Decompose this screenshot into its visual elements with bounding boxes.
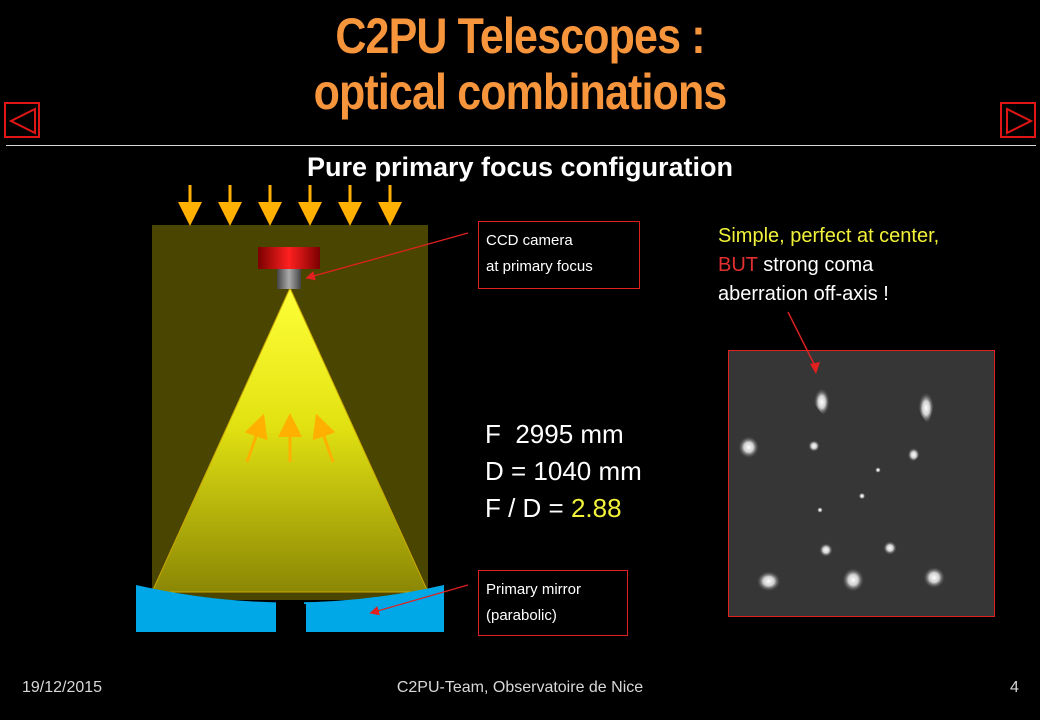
triangle-right-icon (1006, 107, 1033, 135)
footer-credit: C2PU-Team, Observatoire de Nice (396, 679, 644, 696)
title-line-1: C2PU Telescopes : (335, 8, 705, 64)
slide-subtitle: Pure primary focus configuration (306, 152, 734, 182)
ccd-label-line-2: at primary focus (486, 258, 593, 275)
reflected-light-arrows (244, 413, 336, 463)
ccd-label-line-1: CCD camera (486, 232, 573, 249)
note-line-2-rest: strong coma (757, 254, 874, 276)
incoming-light-arrows (178, 185, 402, 226)
optical-parameters: F 2995 mm D = 1040 mm F / D = 2.88 (485, 416, 642, 527)
ccd-camera-body (258, 247, 320, 269)
primary-mirror-label: Primary mirror (parabolic) (478, 570, 628, 636)
footer-date: 19/12/2015 (22, 679, 103, 696)
note-line-3: aberration off-axis ! (718, 283, 889, 305)
ccd-camera-sensor (277, 269, 301, 289)
note-but: BUT (718, 254, 758, 276)
next-slide-button[interactable] (1000, 102, 1036, 138)
triangle-left-icon (9, 107, 36, 135)
focal-ratio-label: F / D = (485, 493, 571, 523)
ccd-camera-label: CCD camera at primary focus (478, 221, 640, 289)
previous-slide-button[interactable] (4, 102, 40, 138)
page-number: 4 (1010, 679, 1019, 696)
focal-length: F 2995 mm (485, 419, 624, 449)
focal-ratio-value: 2.88 (570, 493, 622, 523)
telescope-diagram (136, 185, 469, 634)
mirror-label-line-2: (parabolic) (486, 607, 557, 624)
note-pointer (787, 311, 820, 374)
coma-note: Simple, perfect at center, BUT strong co… (718, 222, 939, 309)
mirror-pointer (369, 584, 469, 616)
ccd-pointer (305, 232, 469, 281)
coma-stars (738, 388, 946, 592)
mirror-label-line-1: Primary mirror (486, 581, 581, 598)
note-line-1: Simple, perfect at center, (718, 225, 940, 247)
diameter: D = 1040 mm (485, 456, 642, 486)
primary-mirror (136, 585, 444, 632)
focal-ratio: F / D = 2.88 (485, 490, 642, 527)
title-line-2: optical combinations (313, 64, 728, 120)
title-divider (6, 145, 1036, 146)
coma-star-field-image (728, 350, 995, 617)
note-line-2: BUT strong coma (718, 251, 939, 280)
